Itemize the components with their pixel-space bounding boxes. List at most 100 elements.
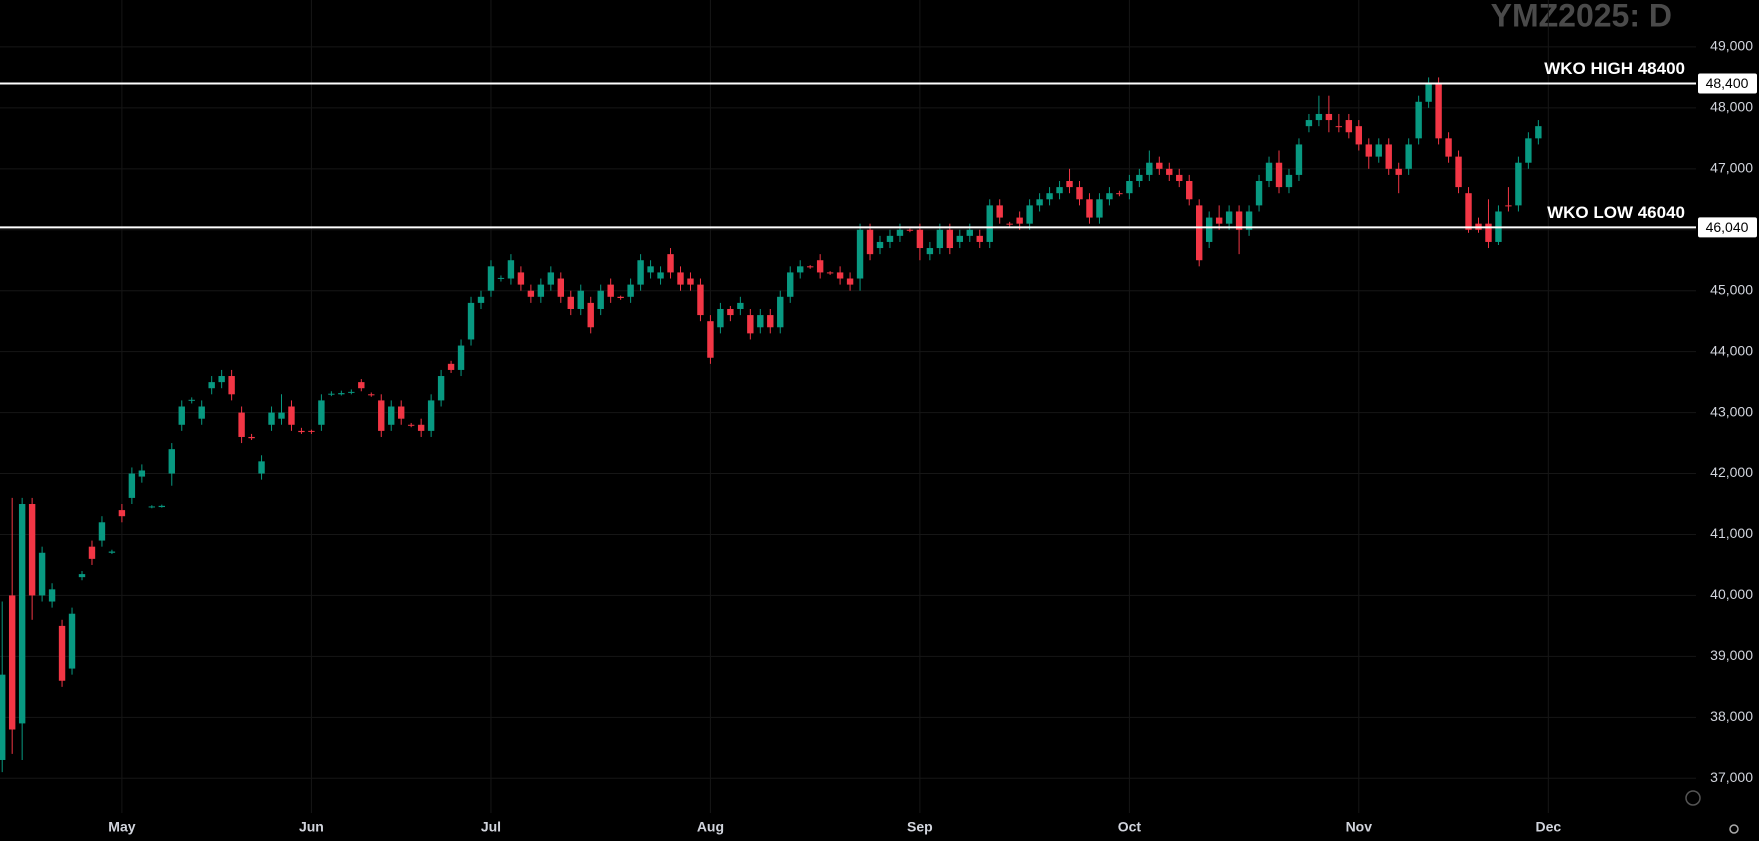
candle-body	[946, 229, 954, 249]
candle-body	[816, 260, 824, 273]
y-tick-label: 48,000	[1710, 99, 1753, 115]
candle-body	[417, 424, 425, 431]
candle-body	[308, 430, 315, 432]
candle-body	[268, 412, 275, 425]
candle-body	[398, 406, 405, 419]
candle-body	[218, 376, 225, 383]
candle-body	[926, 248, 934, 255]
x-tick-label: Dec	[1535, 819, 1561, 835]
candle-body	[118, 510, 126, 517]
candle-body	[657, 272, 664, 279]
candle-body	[338, 393, 345, 395]
candle-body	[1245, 211, 1253, 230]
y-tick-label: 38,000	[1710, 708, 1753, 724]
candle-body	[1305, 120, 1313, 127]
candle-body	[966, 229, 973, 236]
candle-body	[18, 504, 26, 724]
candle-body	[38, 552, 46, 596]
candle-body	[1485, 223, 1492, 242]
candle-body	[587, 302, 594, 328]
candle-body	[457, 345, 465, 370]
candle-body	[1116, 193, 1123, 195]
candle-body	[607, 284, 614, 297]
candle-body	[378, 400, 385, 431]
candle-body	[1046, 193, 1053, 200]
candle-body	[158, 505, 165, 508]
candle-body	[1385, 144, 1392, 169]
candle-body	[647, 266, 654, 273]
candle-body	[1445, 138, 1452, 157]
candle-body	[627, 284, 634, 297]
candle-body	[956, 235, 963, 242]
candle-body	[0, 674, 6, 760]
candle-body	[986, 205, 993, 242]
candle-body	[1166, 168, 1173, 175]
candle-body	[168, 449, 175, 474]
x-tick-label: Oct	[1118, 819, 1142, 835]
candle-body	[437, 376, 445, 401]
candle-body	[188, 399, 195, 401]
candle-body	[906, 229, 914, 231]
candle-body	[178, 406, 185, 425]
candle-body	[577, 290, 584, 309]
candle-body	[717, 308, 724, 328]
candle-body	[896, 229, 904, 236]
candle-body	[388, 406, 395, 425]
candle-body	[198, 406, 205, 419]
candle-body	[747, 315, 754, 334]
candle-body	[1355, 126, 1362, 145]
candle-body	[757, 315, 764, 328]
candle-body	[1325, 113, 1333, 121]
candle-body	[1056, 187, 1063, 194]
candle-body	[1036, 199, 1043, 206]
candle-body	[597, 290, 604, 309]
candle-body	[108, 551, 116, 553]
candle-body	[1006, 223, 1013, 225]
candle-body	[527, 290, 535, 297]
candle-body	[507, 260, 515, 279]
level-label: WKO HIGH 48400	[1544, 59, 1685, 78]
candle-body	[806, 266, 814, 268]
candle-body	[138, 470, 146, 477]
y-tick-label: 41,000	[1710, 525, 1753, 541]
candle-body	[1016, 217, 1023, 224]
price-label-box	[1698, 217, 1757, 238]
candle-body	[886, 235, 894, 242]
candle-body	[547, 272, 555, 285]
candle-body	[1345, 120, 1353, 133]
candle-body	[258, 461, 265, 474]
candle-body	[1186, 181, 1193, 200]
settings-icon[interactable]	[1729, 824, 1739, 834]
candle-body	[996, 205, 1003, 218]
candle-body	[238, 412, 245, 437]
candle-body	[477, 296, 485, 303]
candle-body	[707, 321, 714, 358]
x-tick-label: Jun	[299, 819, 324, 835]
candle-body	[58, 625, 66, 681]
candle-body	[1215, 217, 1223, 224]
candle-body	[1515, 162, 1522, 206]
candle-body	[1196, 205, 1203, 261]
candle-body	[1465, 193, 1472, 230]
auto-scale-icon[interactable]	[1685, 790, 1701, 806]
candle-body	[8, 595, 16, 730]
y-tick-label: 40,000	[1710, 586, 1753, 602]
candle-body	[248, 436, 255, 439]
candle-body	[517, 272, 525, 285]
candle-body	[727, 308, 734, 316]
candle-body	[68, 613, 76, 669]
candle-body	[617, 296, 624, 299]
price-label: 46,040	[1706, 219, 1749, 235]
candle-body	[1335, 126, 1343, 128]
candle-body	[447, 363, 455, 370]
candle-body	[348, 391, 355, 393]
candle-body	[1275, 162, 1283, 188]
candle-body	[278, 412, 285, 419]
candle-body	[787, 272, 794, 297]
candle-body	[1096, 199, 1103, 218]
candle-body	[697, 284, 704, 316]
candle-body	[368, 394, 375, 396]
candle-body	[537, 284, 545, 297]
